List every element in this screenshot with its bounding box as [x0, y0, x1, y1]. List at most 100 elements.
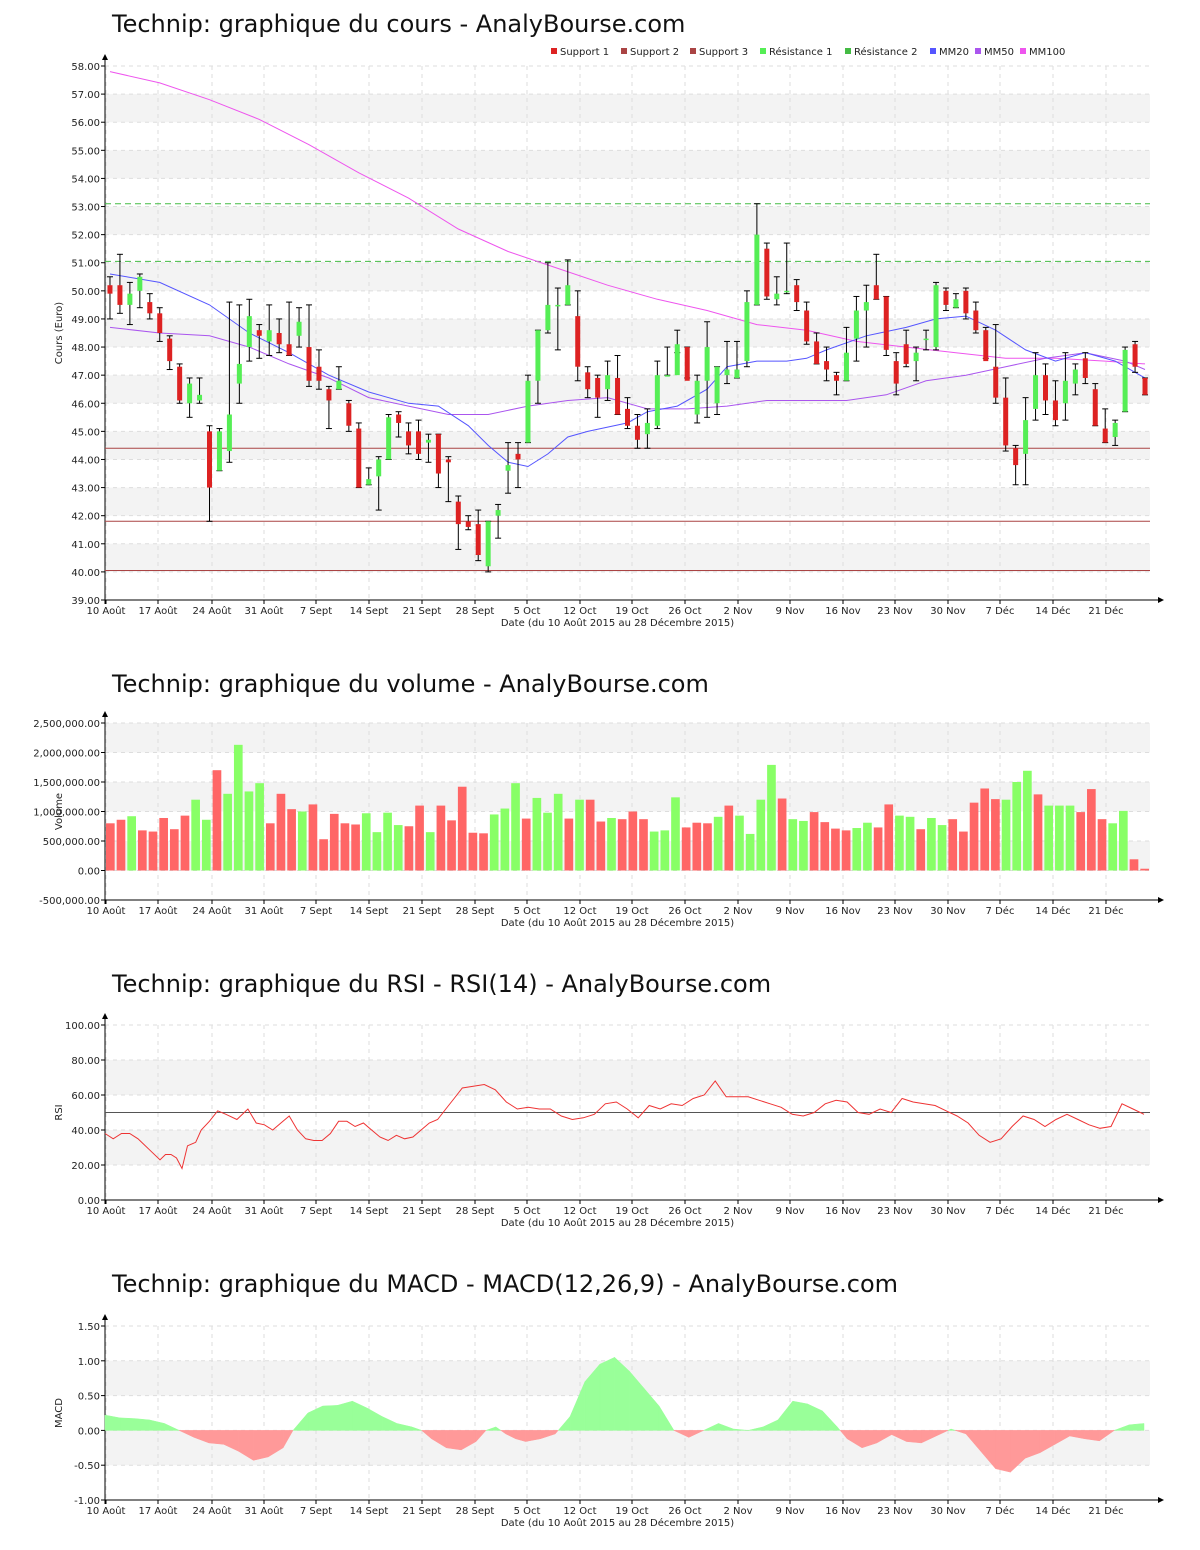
rsi-xtick-label: 17 Août — [139, 1205, 178, 1217]
candle-body — [943, 290, 949, 305]
volume-bar — [1108, 823, 1118, 871]
macd-area-positive — [733, 1428, 749, 1431]
macd-xtick-label: 24 Août — [193, 1505, 232, 1517]
candle-body — [625, 408, 630, 426]
volume-bar — [201, 819, 211, 871]
candle-body — [1052, 400, 1058, 421]
candle-body — [664, 375, 670, 377]
price-ytick-label: 50.00 — [71, 287, 100, 298]
candle-body — [774, 293, 780, 300]
candle-body — [515, 453, 521, 460]
candle-body — [435, 434, 441, 474]
candle-body — [346, 403, 352, 426]
candle-body — [336, 380, 342, 390]
macd-area-positive — [836, 1426, 841, 1431]
volume-bar — [852, 828, 862, 871]
macd-area-negative — [446, 1430, 462, 1451]
volume-bar — [927, 817, 936, 871]
legend-swatch — [690, 48, 696, 54]
price-grid-band — [105, 262, 1150, 291]
price-chart-title: Technip: graphique du cours - AnalyBours… — [112, 10, 686, 38]
volume-x-arrow — [1158, 897, 1164, 903]
price-ytick-label: 44.00 — [71, 455, 100, 466]
volume-bar — [703, 823, 712, 871]
macd-area-positive — [947, 1428, 952, 1431]
candle-body — [983, 330, 989, 362]
price-ytick-label: 48.00 — [71, 343, 100, 354]
volume-bar — [137, 830, 147, 871]
volume-xtick-label: 30 Nov — [930, 906, 966, 917]
macd-xtick-label: 28 Sept — [456, 1506, 495, 1517]
volume-bar — [1044, 805, 1054, 871]
volume-bar — [1065, 805, 1075, 871]
candle-body — [545, 304, 551, 331]
legend-label: MM20 — [939, 47, 969, 58]
price-xtick-label: 7 Sept — [300, 606, 332, 617]
candle-body — [1023, 420, 1029, 454]
candle-body — [326, 389, 332, 401]
volume-chart: -500,000.00 0.00 500,000.00 1,000,000.00 1,5… — [33, 711, 1164, 929]
macd-area-positive — [104, 1414, 121, 1431]
volume-bar — [948, 819, 958, 871]
candle-body — [356, 428, 362, 488]
volume-xtick-label: 17 Août — [139, 905, 178, 917]
volume-bar — [511, 783, 520, 871]
candle-body — [475, 524, 481, 556]
legend-swatch — [760, 48, 766, 54]
rsi-panel: Technip: graphique du RSI - RSI(14) - An… — [0, 960, 1200, 1240]
macd-area-positive — [164, 1423, 180, 1431]
volume-bar — [692, 822, 702, 871]
volume-bar — [244, 791, 254, 871]
rsi-xtick-label: 9 Nov — [775, 1206, 804, 1217]
candle-body — [127, 293, 133, 305]
price-x-arrow — [1158, 597, 1164, 603]
volume-bar — [532, 797, 542, 871]
volume-bar — [436, 805, 446, 871]
rsi-xtick-label: 24 Août — [193, 1205, 232, 1217]
candle-body — [147, 302, 153, 314]
macd-area-positive — [352, 1400, 368, 1431]
candle-body — [1112, 422, 1118, 437]
rsi-ytick-label: 80.00 — [71, 1056, 100, 1067]
volume-bar — [265, 823, 275, 871]
candle-body — [923, 338, 929, 341]
volume-bar — [212, 770, 222, 871]
candle-body — [1043, 375, 1048, 401]
volume-xtick-label: 24 Août — [193, 905, 232, 917]
volume-bar — [1055, 805, 1064, 871]
candle-body — [1082, 358, 1088, 378]
price-ytick-label: 41.00 — [71, 540, 100, 551]
price-xtick-label: 28 Sept — [456, 606, 495, 617]
candle-body — [177, 366, 183, 401]
macd-ytick-label: 1.00 — [78, 1357, 100, 1368]
volume-bar — [756, 799, 766, 871]
volume-bar — [713, 816, 723, 871]
macd-area-negative — [1010, 1430, 1026, 1473]
volume-bar — [1087, 789, 1096, 871]
volume-xtick-label: 31 Août — [245, 905, 284, 917]
rsi-xtick-label: 16 Nov — [825, 1206, 861, 1217]
volume-bar — [735, 815, 744, 871]
candle-body — [455, 501, 461, 525]
macd-area-negative — [282, 1430, 294, 1449]
candle-body — [266, 330, 272, 342]
volume-xtick-label: 10 Août — [87, 905, 126, 917]
price-xtick-label: 26 Oct — [668, 606, 701, 617]
legend-swatch — [975, 48, 981, 54]
candle-body — [684, 347, 690, 381]
volume-bar — [767, 764, 776, 871]
macd-xtick-label: 12 Oct — [563, 1506, 596, 1517]
volume-xtick-label: 28 Sept — [456, 906, 495, 917]
price-xtick-label: 21 Déc — [1088, 605, 1123, 617]
rsi-xtick-label: 19 Oct — [615, 1206, 648, 1217]
price-xtick-label: 19 Oct — [615, 606, 648, 617]
price-xtick-label: 5 Oct — [514, 606, 541, 617]
price-y-arrow — [102, 54, 108, 60]
price-grid-band — [105, 487, 1150, 516]
macd-xtick-label: 17 Août — [139, 1505, 178, 1517]
volume-bar — [1097, 819, 1107, 871]
volume-bar — [809, 812, 819, 871]
candle-body — [575, 316, 581, 367]
macd-xtick-label: 31 Août — [245, 1505, 284, 1517]
candle-body — [654, 375, 660, 426]
